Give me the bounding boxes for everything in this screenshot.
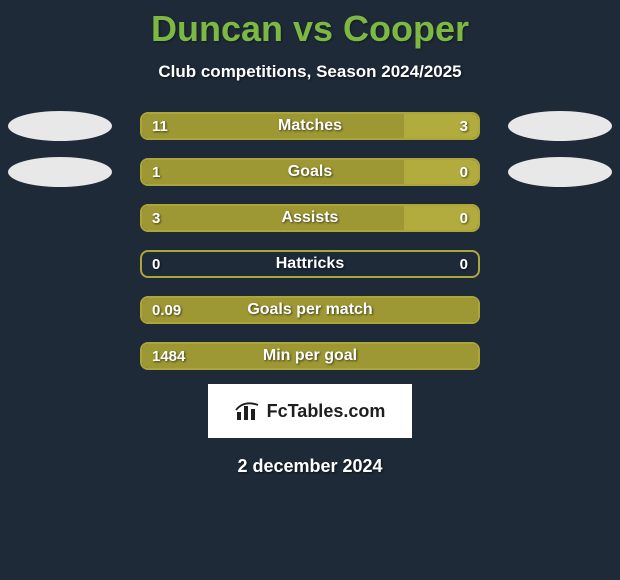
player-avatar-right [508, 111, 612, 141]
stat-bar: 30Assists [140, 204, 480, 232]
stat-row: 30Assists [0, 204, 620, 232]
player-avatar-right [508, 157, 612, 187]
stat-label: Hattricks [142, 252, 478, 276]
stat-row: 1484Min per goal [0, 342, 620, 370]
bar-fill-right [404, 114, 478, 138]
bar-fill-left [142, 298, 478, 322]
player-avatar-left [8, 111, 112, 141]
stat-row: 0.09Goals per match [0, 296, 620, 324]
bars-icon [235, 400, 261, 422]
bar-fill-left [142, 344, 478, 368]
stat-value-left: 0 [142, 252, 170, 276]
bar-fill-left [142, 206, 404, 230]
stat-row: 113Matches [0, 112, 620, 140]
stats-container: 113Matches 10Goals 30Assists 0 0Hattricks 0.0… [0, 112, 620, 370]
player-avatar-left [8, 157, 112, 187]
stat-row: 0 0Hattricks [0, 250, 620, 278]
stat-row: 10Goals [0, 158, 620, 186]
subtitle: Club competitions, Season 2024/2025 [0, 62, 620, 82]
bar-fill-right [404, 160, 478, 184]
stat-bar: 0 0Hattricks [140, 250, 480, 278]
stat-bar: 0.09Goals per match [140, 296, 480, 324]
logo-text: FcTables.com [267, 401, 386, 422]
bar-fill-left [142, 160, 404, 184]
stat-bar: 10Goals [140, 158, 480, 186]
fctables-logo[interactable]: FcTables.com [208, 384, 412, 438]
stat-value-right: 0 [450, 252, 478, 276]
bar-fill-left [142, 114, 404, 138]
page-title: Duncan vs Cooper [0, 0, 620, 50]
bar-fill-right [404, 206, 478, 230]
stat-bar: 113Matches [140, 112, 480, 140]
date-label: 2 december 2024 [0, 456, 620, 477]
stat-bar: 1484Min per goal [140, 342, 480, 370]
